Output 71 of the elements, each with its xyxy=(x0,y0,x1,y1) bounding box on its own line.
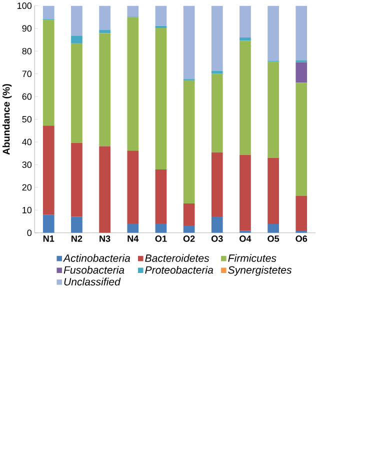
bar xyxy=(296,6,308,60)
bar xyxy=(184,226,195,233)
x-tick-label: O2 xyxy=(184,235,195,242)
bar xyxy=(71,216,83,233)
y-tick-label: 100 xyxy=(18,2,32,9)
bar xyxy=(240,40,252,155)
y-axis-title: Abundance (%) xyxy=(2,84,12,155)
legend-label: Fusobacteria xyxy=(64,266,124,274)
x-tick-label: O5 xyxy=(268,235,280,242)
y-tick-label: 40 xyxy=(22,138,32,146)
bar xyxy=(212,70,224,74)
y-tick-label: 80 xyxy=(22,48,32,54)
bar xyxy=(71,43,83,143)
x-tick-label: O1 xyxy=(156,235,167,242)
bar xyxy=(240,38,252,41)
bar xyxy=(99,146,111,233)
bar xyxy=(71,6,83,36)
y-tick-label: 0 xyxy=(27,230,32,236)
y-tick-label: 60 xyxy=(22,93,32,100)
bar xyxy=(296,82,308,196)
y-tick-label: 30 xyxy=(22,161,32,168)
bar xyxy=(268,62,280,158)
bar xyxy=(156,28,167,170)
x-tick-label: O3 xyxy=(212,235,224,242)
y-tick-label: 70 xyxy=(22,70,32,78)
bar xyxy=(43,6,55,19)
bar xyxy=(184,6,195,80)
bar xyxy=(71,142,83,217)
x-tick-label: N3 xyxy=(100,235,110,242)
legend-label: Actinobacteria xyxy=(63,254,130,262)
bar xyxy=(43,214,55,233)
y-tick-label: 20 xyxy=(22,184,32,191)
legend-label: Unclassified xyxy=(64,278,121,286)
bar xyxy=(212,216,224,233)
bar xyxy=(156,224,167,233)
legend-label: Bacteroidetes xyxy=(145,254,210,262)
y-tick-label: 50 xyxy=(22,116,32,122)
bar xyxy=(212,6,224,71)
legend-label: Proteobacteria xyxy=(145,266,214,274)
legend-label: Synergistetes xyxy=(228,266,292,276)
bar xyxy=(99,30,111,34)
bar xyxy=(240,6,252,38)
bar xyxy=(240,154,252,231)
bar xyxy=(127,17,139,151)
bar xyxy=(296,62,308,83)
bar xyxy=(156,6,167,26)
bar xyxy=(212,152,224,216)
bar xyxy=(43,126,55,215)
bar xyxy=(296,196,308,231)
x-tick-label: N1 xyxy=(44,235,54,242)
y-tick-label: 90 xyxy=(22,25,32,32)
legend-label: Firmicutes xyxy=(228,254,277,262)
bar xyxy=(99,6,111,30)
x-tick-label: N2 xyxy=(72,235,82,242)
bar xyxy=(184,204,195,226)
bar xyxy=(156,169,167,224)
bar xyxy=(99,33,111,146)
x-tick-label: N4 xyxy=(128,235,139,242)
bar xyxy=(71,36,83,44)
x-tick-label: O4 xyxy=(240,235,252,242)
bar xyxy=(127,6,139,17)
bar xyxy=(43,20,55,126)
bar xyxy=(268,6,280,61)
bar xyxy=(212,74,224,152)
bar xyxy=(127,224,139,233)
x-tick-label: O6 xyxy=(296,235,308,242)
bar xyxy=(268,158,280,224)
y-tick-label: 10 xyxy=(22,206,32,214)
bar xyxy=(268,224,280,233)
bar xyxy=(127,150,139,224)
bar xyxy=(184,80,195,204)
